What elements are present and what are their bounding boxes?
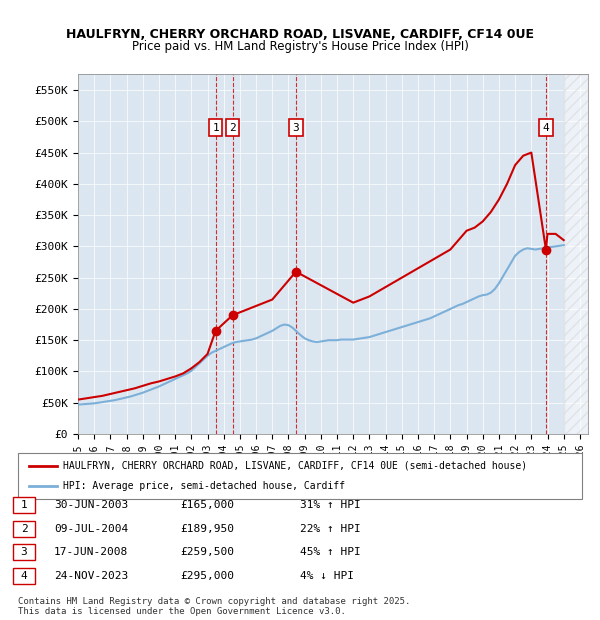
Text: 4: 4 [542,123,549,133]
Text: 09-JUL-2004: 09-JUL-2004 [54,524,128,534]
Text: 3: 3 [20,547,28,557]
Text: 3: 3 [293,123,299,133]
Text: £189,950: £189,950 [180,524,234,534]
Text: This data is licensed under the Open Government Licence v3.0.: This data is licensed under the Open Gov… [18,607,346,616]
Text: 4: 4 [20,571,28,581]
Text: Price paid vs. HM Land Registry's House Price Index (HPI): Price paid vs. HM Land Registry's House … [131,40,469,53]
Text: 1: 1 [20,500,28,510]
Text: 2: 2 [229,123,236,133]
Text: Contains HM Land Registry data © Crown copyright and database right 2025.: Contains HM Land Registry data © Crown c… [18,598,410,606]
Text: 17-JUN-2008: 17-JUN-2008 [54,547,128,557]
Text: 24-NOV-2023: 24-NOV-2023 [54,571,128,581]
Text: 2: 2 [20,524,28,534]
Text: £165,000: £165,000 [180,500,234,510]
Text: £295,000: £295,000 [180,571,234,581]
Text: 1: 1 [212,123,219,133]
Text: 45% ↑ HPI: 45% ↑ HPI [300,547,361,557]
Text: 4% ↓ HPI: 4% ↓ HPI [300,571,354,581]
Text: HAULFRYN, CHERRY ORCHARD ROAD, LISVANE, CARDIFF, CF14 0UE: HAULFRYN, CHERRY ORCHARD ROAD, LISVANE, … [66,28,534,41]
Text: HAULFRYN, CHERRY ORCHARD ROAD, LISVANE, CARDIFF, CF14 0UE (semi-detached house): HAULFRYN, CHERRY ORCHARD ROAD, LISVANE, … [63,461,527,471]
FancyBboxPatch shape [18,453,582,499]
Text: 30-JUN-2003: 30-JUN-2003 [54,500,128,510]
Text: 22% ↑ HPI: 22% ↑ HPI [300,524,361,534]
Text: £259,500: £259,500 [180,547,234,557]
Bar [564,74,588,434]
Text: 31% ↑ HPI: 31% ↑ HPI [300,500,361,510]
Text: HPI: Average price, semi-detached house, Cardiff: HPI: Average price, semi-detached house,… [63,481,345,491]
